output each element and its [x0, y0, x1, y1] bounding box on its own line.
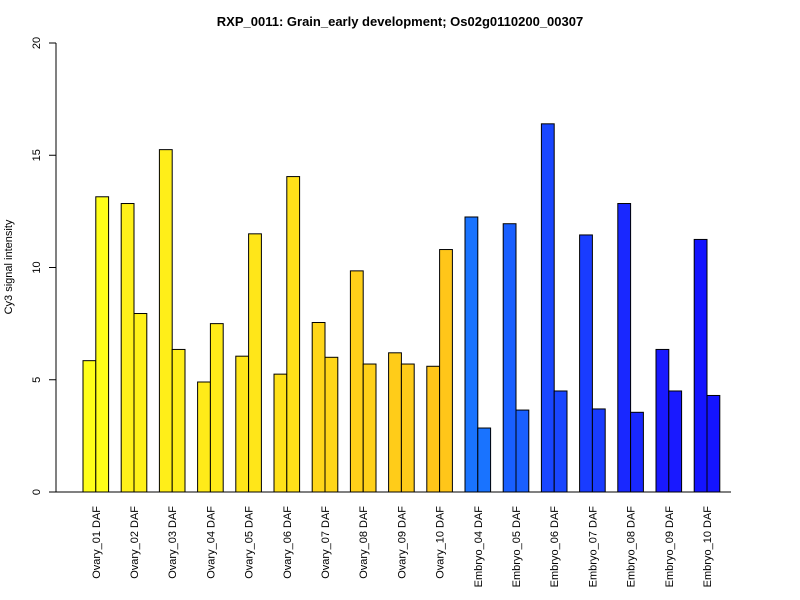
x-tick-label: Embryo_05 DAF — [511, 506, 523, 588]
bar-embryo-10-daf-2 — [706, 394, 721, 493]
x-tick-label: Ovary_06 DAF — [282, 506, 294, 579]
bar-embryo-04-daf-1 — [464, 216, 479, 493]
bar-embryo-05-daf-2 — [515, 409, 530, 493]
x-tick-label: Ovary_04 DAF — [205, 506, 217, 579]
bar-embryo-07-daf-1 — [579, 234, 593, 493]
bar-ovary-06-daf-1 — [273, 373, 288, 493]
bar-embryo-06-daf-1 — [540, 123, 555, 493]
y-tick-label: 20 — [31, 37, 43, 49]
bar-ovary-01-daf-2 — [95, 196, 110, 493]
bar-ovary-07-daf-2 — [324, 356, 339, 493]
y-tick-label: 10 — [31, 261, 43, 273]
y-tick-label: 15 — [31, 149, 43, 161]
bar-ovary-06-daf-2 — [286, 176, 301, 493]
x-tick-label: Ovary_09 DAF — [396, 506, 408, 579]
y-axis-label: Cy3 signal intensity — [3, 219, 15, 314]
bar-ovary-02-daf-2 — [133, 313, 148, 493]
x-tick-label: Embryo_07 DAF — [587, 506, 599, 588]
x-tick-label: Ovary_08 DAF — [358, 506, 370, 579]
x-tick-label: Ovary_10 DAF — [435, 506, 447, 579]
bar-ovary-04-daf-2 — [209, 323, 224, 493]
bar-embryo-08-daf-2 — [630, 411, 644, 493]
bar-embryo-09-daf-2 — [668, 390, 683, 493]
bar-ovary-08-daf-2 — [362, 363, 377, 493]
y-tick-label: 5 — [31, 377, 43, 383]
bar-ovary-01-daf-1 — [82, 360, 97, 493]
x-tick-label: Ovary_05 DAF — [244, 506, 256, 579]
x-axis-tick-labels: Ovary_01 DAF Ovary_02 DAF Ovary_03 DAF Ovar… — [91, 506, 714, 588]
x-tick-label: Ovary_07 DAF — [320, 506, 332, 579]
x-tick-label: Embryo_08 DAF — [626, 506, 638, 588]
x-tick-label: Embryo_06 DAF — [549, 506, 561, 588]
bar-ovary-09-daf-1 — [388, 352, 402, 493]
bar-embryo-08-daf-1 — [617, 203, 632, 493]
bar-ovary-02-daf-1 — [120, 203, 135, 493]
chart-title: RXP_0011: Grain_early development; Os02g… — [217, 14, 583, 29]
bars — [82, 123, 721, 493]
bar-ovary-05-daf-2 — [248, 233, 262, 493]
bar-ovary-03-daf-1 — [158, 149, 173, 493]
bar-ovary-10-daf-2 — [439, 249, 453, 493]
bar-embryo-06-daf-2 — [553, 390, 568, 493]
bar-ovary-08-daf-1 — [349, 270, 364, 493]
bar-ovary-03-daf-2 — [171, 348, 186, 493]
bar-embryo-07-daf-2 — [591, 408, 606, 493]
bar-embryo-04-daf-2 — [477, 427, 492, 493]
y-axis: 0 5 10 15 20 — [31, 37, 57, 495]
bar-embryo-05-daf-1 — [502, 223, 517, 493]
x-tick-label: Embryo_09 DAF — [664, 506, 676, 588]
bar-embryo-10-daf-1 — [693, 238, 708, 493]
bar-ovary-04-daf-1 — [197, 381, 211, 493]
bar-ovary-05-daf-1 — [235, 355, 250, 493]
bar-ovary-10-daf-1 — [426, 365, 441, 493]
bar-ovary-07-daf-1 — [311, 322, 326, 493]
x-tick-label: Ovary_03 DAF — [167, 506, 179, 579]
x-tick-label: Embryo_10 DAF — [702, 506, 714, 588]
bar-embryo-09-daf-1 — [655, 348, 670, 493]
x-tick-label: Ovary_01 DAF — [91, 506, 103, 579]
y-tick-label: 0 — [31, 489, 43, 495]
bar-ovary-09-daf-2 — [400, 363, 415, 493]
x-tick-label: Embryo_04 DAF — [473, 506, 485, 588]
x-tick-label: Ovary_02 DAF — [129, 506, 141, 579]
